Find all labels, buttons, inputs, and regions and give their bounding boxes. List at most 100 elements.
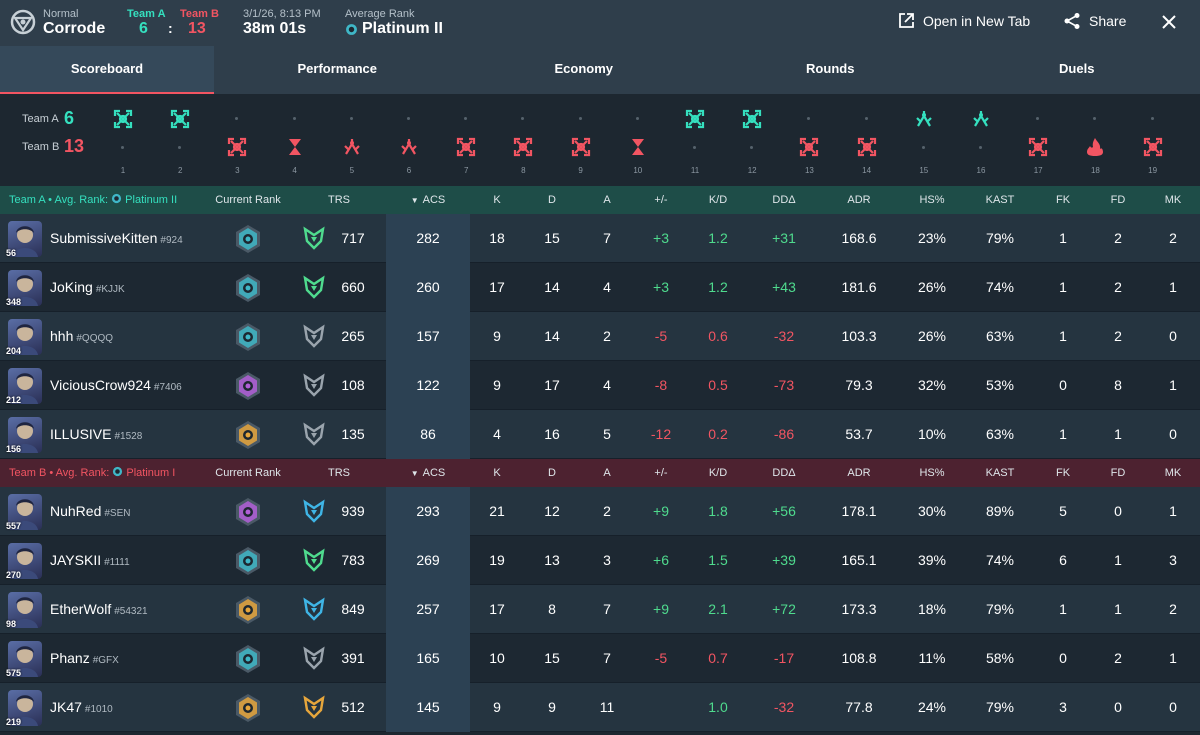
round-number: 16 <box>976 166 986 175</box>
round-14[interactable]: 14 <box>847 94 887 186</box>
map-name: Corrode <box>43 20 106 37</box>
player-name[interactable]: NuhRed #SEN <box>50 503 131 519</box>
player-row[interactable]: 212 ViciousCrow924 #7406 108 122 9 17 4 -8 0.5 -73… <box>0 361 1200 410</box>
column-header-[interactable]: +/- <box>654 467 668 479</box>
current-rank-icon <box>236 225 260 253</box>
player-row[interactable]: 156 ILLUSIVE #1528 135 86 4 16 5 -12 0.2 -86 53.7 10… <box>0 410 1200 459</box>
round-empty-dot <box>1093 117 1097 120</box>
round-9[interactable]: 9 <box>561 94 601 186</box>
column-header-trs[interactable]: TRS <box>328 467 350 479</box>
column-header-adr[interactable]: ADR <box>847 467 871 479</box>
column-header-fd[interactable]: FD <box>1110 194 1126 206</box>
column-header-hs[interactable]: HS% <box>919 467 945 479</box>
stat-adr: 165.1 <box>841 552 877 568</box>
round-1[interactable]: 1 <box>103 94 143 186</box>
column-header-mk[interactable]: MK <box>1164 194 1182 206</box>
player-row[interactable]: 204 hhh #QQQQ 265 157 9 14 2 -5 0.6 -32 103.3 26% 63%… <box>0 312 1200 361</box>
open-in-new-tab-button[interactable]: Open in New Tab <box>898 12 1030 29</box>
current-rank-icon <box>236 547 260 575</box>
current-rank-icon <box>236 372 260 400</box>
column-header-a[interactable]: A <box>603 467 611 479</box>
round-8[interactable]: 8 <box>503 94 543 186</box>
round-11[interactable]: 11 <box>675 94 715 186</box>
column-header-kast[interactable]: KAST <box>985 194 1015 206</box>
column-header-current-rank[interactable]: Current Rank <box>215 467 281 479</box>
round-15[interactable]: 15 <box>904 94 944 186</box>
player-name[interactable]: Phanz #GFX <box>50 650 119 666</box>
round-7[interactable]: 7 <box>446 94 486 186</box>
column-header-acs[interactable]: ▼ ACS <box>403 186 453 215</box>
column-header-a[interactable]: A <box>603 194 611 206</box>
player-name[interactable]: JK47 #1010 <box>50 699 113 715</box>
round-12[interactable]: 12 <box>732 94 772 186</box>
player-row[interactable]: 219 JK47 #1010 512 145 9 9 11 1.0 -32 77.8 24% 79% 3 0… <box>0 683 1200 732</box>
team-a-label: Team A <box>127 8 166 20</box>
player-name[interactable]: hhh #QQQQ <box>50 328 114 344</box>
column-header-d[interactable]: D <box>548 194 556 206</box>
stat-dd: +39 <box>772 552 796 568</box>
round-number: 5 <box>349 166 355 175</box>
tab-performance[interactable]: Performance <box>297 61 377 76</box>
player-name[interactable]: JAYSKII #1111 <box>50 552 130 568</box>
column-header-k-d[interactable]: K/D <box>708 194 728 206</box>
round-5[interactable]: 5 <box>332 94 372 186</box>
column-header-dd[interactable]: DDΔ <box>772 467 796 479</box>
column-header-k[interactable]: K <box>493 467 501 479</box>
round-3[interactable]: 3 <box>217 94 257 186</box>
column-header-hs[interactable]: HS% <box>919 194 945 206</box>
player-row[interactable]: 575 Phanz #GFX 391 165 10 15 7 -5 0.7 -17 108.8 11% 5… <box>0 634 1200 683</box>
player-row[interactable]: 270 JAYSKII #1111 783 269 19 13 3 +6 1.5 +39 165.1 3… <box>0 536 1200 585</box>
tab-scoreboard[interactable]: Scoreboard <box>0 46 214 94</box>
agent-avatar <box>8 368 42 404</box>
column-header-acs[interactable]: ▼ ACS <box>403 459 453 488</box>
round-10[interactable]: 10 <box>618 94 658 186</box>
round-empty-dot <box>292 117 296 120</box>
team-header-title: Team B • Avg. Rank: Platinum I <box>9 466 176 479</box>
column-header-mk[interactable]: MK <box>1164 467 1182 479</box>
round-2[interactable]: 2 <box>160 94 200 186</box>
round-6[interactable]: 6 <box>389 94 429 186</box>
round-number: 19 <box>1148 166 1158 175</box>
round-17[interactable]: 17 <box>1018 94 1058 186</box>
column-header-k-d[interactable]: K/D <box>708 467 728 479</box>
player-name[interactable]: ViciousCrow924 #7406 <box>50 377 182 393</box>
round-16[interactable]: 16 <box>961 94 1001 186</box>
player-row[interactable]: 98 EtherWolf #54321 849 257 17 8 7 +9 2.1 +72 173.3… <box>0 585 1200 634</box>
column-header-fd[interactable]: FD <box>1110 467 1126 479</box>
stat-dd: +31 <box>772 230 796 246</box>
tab-economy[interactable]: Economy <box>554 61 613 76</box>
column-header-d[interactable]: D <box>548 467 556 479</box>
player-name[interactable]: SubmissiveKitten #924 <box>50 230 183 246</box>
player-name[interactable]: ILLUSIVE #1528 <box>50 426 143 442</box>
player-row[interactable]: 348 JoKing #KJJK 660 260 17 14 4 +3 1.2 +43 181.6 26… <box>0 263 1200 312</box>
column-header-[interactable]: +/- <box>654 194 668 206</box>
player-tag: #1528 <box>114 431 143 442</box>
player-name[interactable]: EtherWolf #54321 <box>50 601 148 617</box>
round-4[interactable]: 4 <box>275 94 315 186</box>
share-button[interactable]: Share <box>1063 12 1126 30</box>
tab-rounds[interactable]: Rounds <box>806 61 855 76</box>
trs-rank-icon <box>303 597 325 621</box>
player-row[interactable]: 56 SubmissiveKitten #924 717 282 18 15 7 +3 1.2 +3… <box>0 214 1200 263</box>
stat-acs: 293 <box>416 503 440 519</box>
column-header-fk[interactable]: FK <box>1055 467 1071 479</box>
tab-duels[interactable]: Duels <box>1059 61 1095 76</box>
column-header-trs[interactable]: TRS <box>328 194 350 206</box>
round-18[interactable]: 18 <box>1075 94 1115 186</box>
column-header-dd[interactable]: DDΔ <box>772 194 796 206</box>
close-icon[interactable] <box>1162 15 1176 29</box>
trs-rank-icon <box>303 226 325 250</box>
column-header-k[interactable]: K <box>493 194 501 206</box>
round-number: 6 <box>406 166 412 175</box>
column-header-kast[interactable]: KAST <box>985 467 1015 479</box>
column-header-fk[interactable]: FK <box>1055 194 1071 206</box>
player-name[interactable]: JoKing #KJJK <box>50 279 125 295</box>
round-13[interactable]: 13 <box>789 94 829 186</box>
round-19[interactable]: 19 <box>1133 94 1173 186</box>
column-header-adr[interactable]: ADR <box>847 194 871 206</box>
stat-kast: 79% <box>985 230 1015 246</box>
round-empty-dot <box>1150 117 1154 120</box>
stat-d: 8 <box>548 601 556 617</box>
column-header-current-rank[interactable]: Current Rank <box>215 194 281 206</box>
player-row[interactable]: 557 NuhRed #SEN 939 293 21 12 2 +9 1.8 +56 178.1 30%… <box>0 487 1200 536</box>
